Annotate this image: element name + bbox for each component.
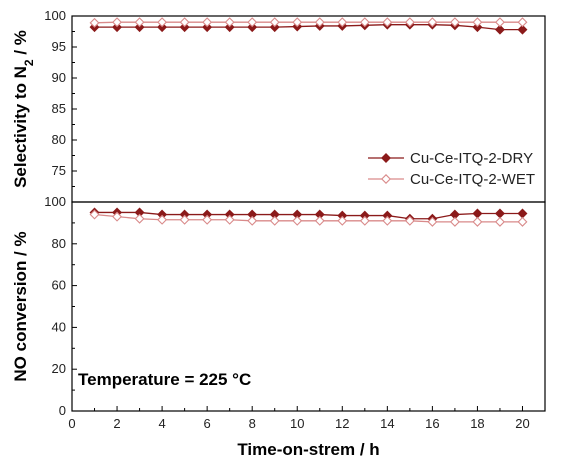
top-ytick-label: 85 (52, 101, 66, 116)
xtick-label: 10 (290, 416, 304, 431)
top-ytick-label: 90 (52, 70, 66, 85)
xtick-label: 2 (113, 416, 120, 431)
bottom-data-point-wet (247, 215, 258, 226)
bottom-data-point-wet (494, 216, 505, 227)
bottom-data-point-wet (472, 216, 483, 227)
bottom-data-point-wet (359, 215, 370, 226)
xtick-label: 6 (204, 416, 211, 431)
bottom-data-point-dry (472, 208, 483, 219)
bottom-data-point-wet (314, 215, 325, 226)
xtick-label: 14 (380, 416, 394, 431)
bottom-data-point-wet (224, 214, 235, 225)
xtick-label: 4 (158, 416, 165, 431)
bottom-ytick-label: 80 (52, 236, 66, 251)
bottom-ytick-label: 60 (52, 278, 66, 293)
top-data-point-wet (517, 17, 528, 28)
bottom-ylabel: NO conversion / % (11, 231, 30, 381)
x-axis-title: Time-on-strem / h (237, 440, 379, 459)
bottom-data-point-wet (427, 216, 438, 227)
bottom-data-point-wet (337, 215, 348, 226)
top-data-point-wet (269, 17, 280, 28)
top-data-point-wet (89, 17, 100, 28)
xtick-label: 16 (425, 416, 439, 431)
top-ytick-label: 100 (44, 8, 66, 23)
bottom-data-point-dry (517, 208, 528, 219)
bottom-ytick-label: 100 (44, 194, 66, 209)
top-data-point-dry (494, 24, 505, 35)
xtick-label: 12 (335, 416, 349, 431)
xtick-label: 0 (68, 416, 75, 431)
top-data-point-wet (224, 17, 235, 28)
top-ylabel: Selectivity to N2 / % (11, 30, 36, 188)
bottom-data-point-wet (449, 216, 460, 227)
legend-label-wet: Cu-Ce-ITQ-2-WET (410, 171, 535, 188)
top-data-point-wet (382, 17, 393, 28)
bottom-data-point-wet (292, 215, 303, 226)
legend-label-dry: Cu-Ce-ITQ-2-DRY (410, 150, 533, 167)
top-data-point-wet (449, 17, 460, 28)
top-data-point-dry (517, 24, 528, 35)
top-ytick-label: 95 (52, 39, 66, 54)
xtick-label: 20 (515, 416, 529, 431)
bottom-data-point-wet (202, 214, 213, 225)
bottom-data-point-wet (269, 215, 280, 226)
bottom-ytick-label: 0 (59, 403, 66, 418)
top-data-point-wet (314, 17, 325, 28)
top-data-point-wet (337, 17, 348, 28)
top-data-point-wet (202, 17, 213, 28)
top-data-point-wet (157, 17, 168, 28)
top-data-point-wet (404, 17, 415, 28)
top-data-point-wet (134, 17, 145, 28)
xtick-label: 8 (249, 416, 256, 431)
bottom-data-point-wet (382, 215, 393, 226)
top-data-point-wet (292, 17, 303, 28)
legend-marker-wet (381, 174, 391, 184)
top-data-point-wet (179, 17, 190, 28)
bottom-data-point-dry (494, 208, 505, 219)
bottom-ytick-label: 20 (52, 361, 66, 376)
legend-marker-dry (381, 153, 391, 163)
bottom-data-point-wet (179, 214, 190, 225)
bottom-data-point-wet (89, 209, 100, 220)
xtick-label: 18 (470, 416, 484, 431)
top-data-point-wet (247, 17, 258, 28)
top-data-point-wet (472, 17, 483, 28)
top-data-point-wet (359, 17, 370, 28)
top-data-point-wet (494, 17, 505, 28)
top-data-point-wet (427, 17, 438, 28)
bottom-data-point-wet (404, 215, 415, 226)
top-ytick-label: 80 (52, 132, 66, 147)
top-data-point-wet (112, 17, 123, 28)
top-ytick-label: 75 (52, 163, 66, 178)
temperature-annotation: Temperature = 225 °C (78, 370, 251, 389)
bottom-ytick-label: 40 (52, 319, 66, 334)
bottom-data-point-wet (157, 214, 168, 225)
bottom-data-point-wet (112, 211, 123, 222)
bottom-data-point-wet (517, 216, 528, 227)
bottom-data-point-wet (134, 213, 145, 224)
